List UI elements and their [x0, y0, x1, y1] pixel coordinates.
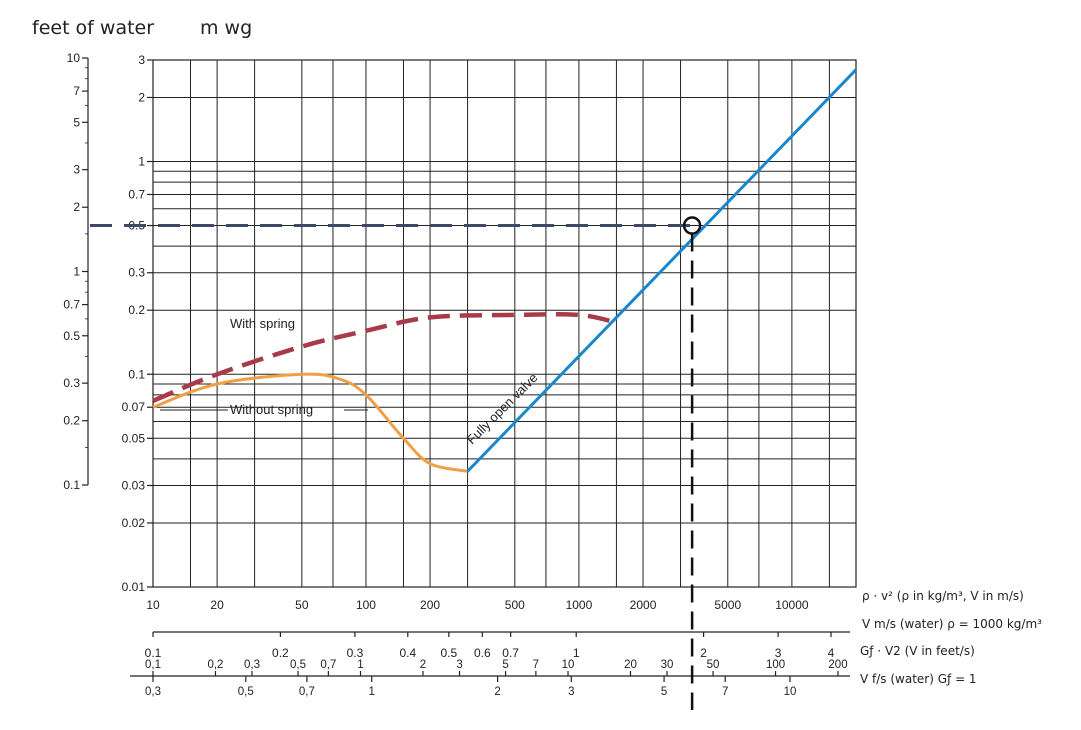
mwg-tick-label: 0.2: [128, 303, 145, 317]
velocity-ms-tick-label: 0.1: [145, 646, 162, 660]
velocity-ms-axis-label: V m/s (water) ρ = 1000 kg/m³: [862, 617, 1042, 631]
vfs-tick-label: 0,3: [145, 686, 161, 698]
mwg-tick-label: 0.03: [122, 478, 146, 492]
velocity-ms-tick-label: 0.7: [502, 646, 519, 660]
feet-tick-label: 0.1: [63, 478, 80, 492]
gfv2-tick-label: 2: [420, 659, 426, 671]
series-fully-open-valve: [466, 68, 858, 473]
velocity-ms-tick-label: 0.2: [272, 646, 289, 660]
header-right-unit: m wg: [200, 17, 252, 39]
vfs-tick-label: 7: [722, 686, 728, 698]
rhov2-tick-label: 10000: [775, 598, 809, 612]
velocity-ms-tick-label: 4: [828, 646, 835, 660]
feet-tick-label: 0.5: [63, 329, 80, 343]
feet-tick-label: 10: [67, 51, 81, 65]
rhov2-tick-label: 500: [505, 598, 525, 612]
rhov2-tick-label: 1000: [566, 598, 593, 612]
rhov2-tick-label: 2000: [630, 598, 657, 612]
velocity-ms-tick-label: 1: [573, 646, 580, 660]
vfs-tick-label: 0,5: [238, 686, 254, 698]
feet-tick-label: 1: [73, 265, 80, 279]
rhov2-tick-label: 5000: [714, 598, 741, 612]
mwg-tick-label: 1: [138, 155, 145, 169]
vfs-tick-label: 1: [369, 686, 375, 698]
series-with-spring: [152, 312, 617, 403]
gfv2-tick-label: 50: [707, 659, 720, 671]
without-spring-label: Without spring: [230, 402, 313, 417]
rhov2-tick-label: 10: [146, 598, 160, 612]
gfv2-tick-label: 0,1: [145, 659, 161, 671]
vfs-tick-label: 3: [568, 686, 574, 698]
mwg-tick-label: 0.7: [128, 187, 145, 201]
rhov2-axis-label: ρ · v² (ρ in kg/m³, V in m/s): [862, 589, 1024, 603]
velocity-ms-tick-label: 0.3: [347, 646, 364, 660]
mwg-tick-label: 0.05: [122, 431, 146, 445]
vfs-tick-label: 2: [494, 686, 500, 698]
feet-tick-label: 2: [73, 200, 80, 214]
rhov2-tick-label: 100: [356, 598, 376, 612]
series-without-spring: [152, 372, 468, 473]
axes: 0.010.020.030.050.070.10.20.30.50.71230.…: [63, 51, 1042, 698]
gfv2-axis-label: Gƒ · V2 (V in feet/s): [860, 644, 975, 658]
feet-tick-label: 0.7: [63, 298, 80, 312]
mwg-tick-label: 2: [138, 90, 145, 104]
gfv2-tick-label: 0,7: [320, 659, 336, 671]
gfv2-tick-label: 0,3: [244, 659, 260, 671]
plot-frame: [152, 59, 857, 588]
vfs-tick-label: 0,7: [299, 686, 315, 698]
gfv2-tick-label: 10: [562, 659, 575, 671]
gfv2-tick-label: 100: [766, 659, 785, 671]
header-left-unit: feet of water: [32, 17, 154, 39]
velocity-ms-tick-label: 0.6: [474, 646, 491, 660]
mwg-tick-label: 0.02: [122, 516, 146, 530]
velocity-ms-tick-label: 0.5: [440, 646, 457, 660]
mwg-tick-label: 0.3: [128, 266, 145, 280]
mwg-tick-label: 0.1: [128, 367, 145, 381]
feet-tick-label: 3: [73, 163, 80, 177]
velocity-ms-tick-label: 3: [775, 646, 782, 660]
gfv2-tick-label: 0,5: [290, 659, 306, 671]
gfv2-tick-label: 0,2: [207, 659, 223, 671]
gfv2-tick-label: 7: [533, 659, 539, 671]
feet-tick-label: 7: [73, 84, 80, 98]
gfv2-tick-label: 30: [661, 659, 674, 671]
mwg-tick-label: 3: [138, 53, 145, 67]
velocity-ms-tick-label: 0.4: [399, 646, 416, 660]
velocity-ms-tick-label: 2: [700, 646, 707, 660]
gfv2-tick-label: 1: [357, 659, 363, 671]
gfv2-tick-label: 20: [624, 659, 637, 671]
mwg-tick-label: 0.01: [122, 580, 146, 594]
vfs-tick-label: 5: [661, 686, 667, 698]
with-spring-label: With spring: [230, 316, 295, 331]
series-layer: [90, 68, 858, 710]
feet-tick-label: 5: [73, 115, 80, 129]
grid: [152, 59, 857, 588]
feet-tick-label: 0.2: [63, 414, 80, 428]
gfv2-tick-label: 3: [456, 659, 462, 671]
operating-point-marker: [682, 216, 702, 235]
feet-tick-label: 0.3: [63, 376, 80, 390]
rhov2-tick-label: 20: [210, 598, 224, 612]
vfs-tick-label: 10: [784, 686, 797, 698]
gfv2-tick-label: 5: [502, 659, 508, 671]
vfs-axis-label: V f/s (water) Gƒ = 1: [860, 672, 977, 686]
rhov2-tick-label: 200: [420, 598, 440, 612]
rhov2-tick-label: 50: [295, 598, 309, 612]
gfv2-tick-label: 200: [828, 659, 847, 671]
mwg-tick-label: 0.07: [122, 400, 146, 414]
